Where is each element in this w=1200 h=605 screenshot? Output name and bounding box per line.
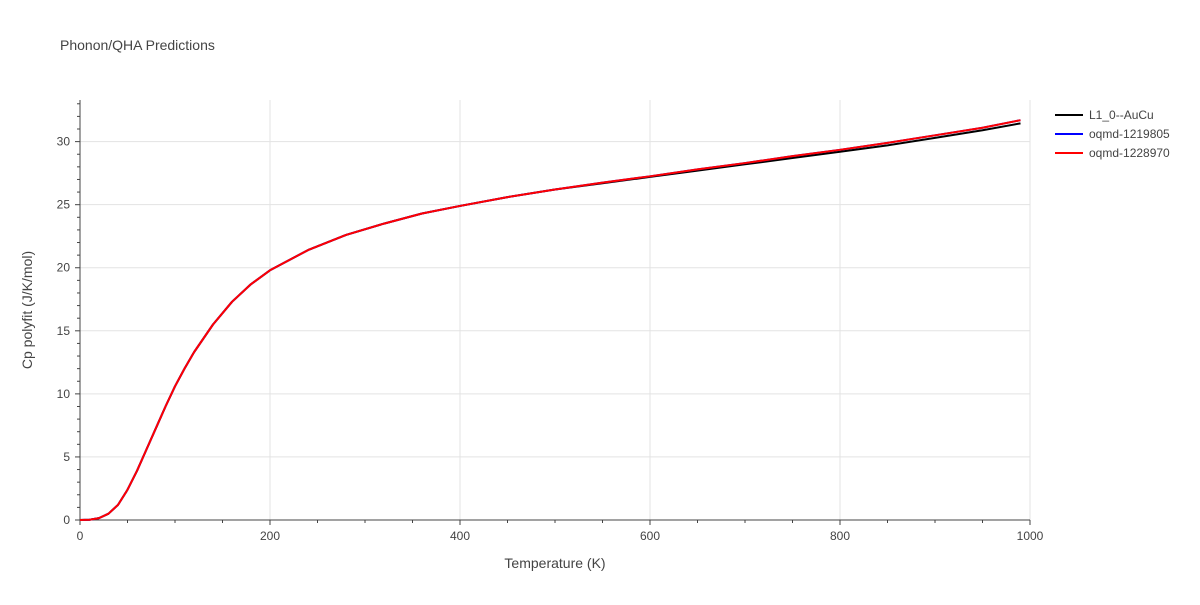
x-tick-label: 800 [830,529,850,543]
y-tick-label: 20 [57,261,71,275]
x-tick-label: 0 [77,529,84,543]
y-tick-label: 25 [57,198,71,212]
y-tick-label: 5 [63,450,70,464]
y-tick-label: 0 [63,513,70,527]
y-axis-title: Cp polyfit (J/K/mol) [19,251,35,369]
chart-title: Phonon/QHA Predictions [60,37,215,53]
y-tick-label: 15 [57,324,71,338]
series-layer [79,119,1021,521]
x-tick-label: 400 [450,529,470,543]
legend-label: L1_0--AuCu [1089,108,1154,122]
grid-layer [80,100,1031,520]
y-tick-label: 10 [57,387,71,401]
legend-label: oqmd-1219805 [1089,127,1170,141]
x-tick-label: 1000 [1017,529,1044,543]
x-axis-title: Temperature (K) [504,555,605,571]
series-line-3 [79,119,1021,521]
legend-label: oqmd-1228970 [1089,146,1170,160]
y-tick-label: 30 [57,135,71,149]
x-tick-label: 200 [260,529,280,543]
legend: L1_0--AuCu oqmd-1219805 oqmd-1228970 [1055,108,1170,160]
axes: 0 200 400 600 800 1000 0 5 10 15 20 25 30 [57,100,1044,543]
x-tick-label: 600 [640,529,660,543]
